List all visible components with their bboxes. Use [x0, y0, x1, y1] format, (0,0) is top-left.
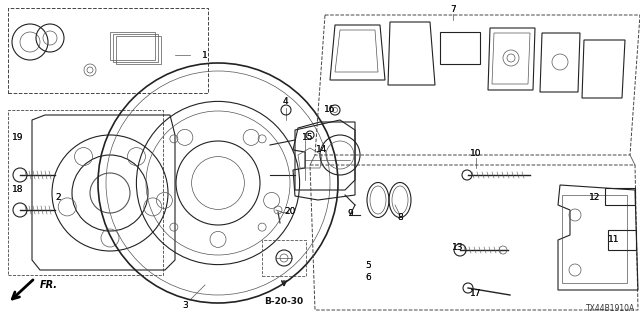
Bar — [262, 240, 306, 276]
Text: 11: 11 — [608, 236, 620, 244]
Text: 16: 16 — [324, 106, 336, 115]
Text: 14: 14 — [316, 146, 328, 155]
Text: 17: 17 — [470, 289, 482, 298]
Bar — [113, 34, 158, 62]
Text: 5: 5 — [365, 260, 371, 269]
Text: 5: 5 — [365, 260, 371, 269]
Text: 3: 3 — [182, 300, 188, 309]
Bar — [8, 110, 163, 275]
Text: 12: 12 — [589, 193, 601, 202]
Text: 19: 19 — [12, 132, 24, 141]
Bar — [116, 36, 161, 64]
Text: 14: 14 — [316, 146, 328, 155]
Text: 6: 6 — [365, 274, 371, 283]
Bar — [8, 8, 208, 93]
Text: 7: 7 — [450, 5, 456, 14]
Bar — [562, 195, 627, 283]
Text: 8: 8 — [397, 213, 403, 222]
Text: 13: 13 — [452, 244, 464, 252]
Text: 9: 9 — [347, 209, 353, 218]
Text: 16: 16 — [324, 106, 336, 115]
Text: 10: 10 — [470, 148, 482, 157]
Text: 9: 9 — [347, 209, 353, 218]
Bar — [110, 32, 155, 60]
Text: 15: 15 — [302, 133, 314, 142]
Text: TX44B1910A: TX44B1910A — [586, 304, 635, 313]
Text: B-20-30: B-20-30 — [264, 298, 303, 307]
Text: 3: 3 — [182, 300, 188, 309]
Text: 6: 6 — [365, 274, 371, 283]
Text: 20: 20 — [284, 207, 296, 217]
Text: 17: 17 — [470, 289, 482, 298]
Text: 10: 10 — [470, 148, 482, 157]
Text: 7: 7 — [450, 5, 456, 14]
Text: 12: 12 — [589, 193, 601, 202]
Text: 20: 20 — [284, 207, 296, 217]
Text: FR.: FR. — [40, 280, 58, 290]
Text: 2: 2 — [55, 194, 61, 203]
Text: 18: 18 — [12, 186, 24, 195]
Text: 19: 19 — [12, 132, 24, 141]
Text: 2: 2 — [55, 194, 61, 203]
Text: 8: 8 — [397, 213, 403, 222]
Text: 4: 4 — [282, 98, 288, 107]
Text: 1: 1 — [202, 51, 208, 60]
Text: 4: 4 — [282, 98, 288, 107]
Text: 13: 13 — [452, 244, 464, 252]
Bar — [440, 32, 480, 64]
Text: 11: 11 — [608, 236, 620, 244]
Text: 15: 15 — [302, 133, 314, 142]
Text: 1: 1 — [202, 51, 208, 60]
Text: 18: 18 — [12, 186, 24, 195]
